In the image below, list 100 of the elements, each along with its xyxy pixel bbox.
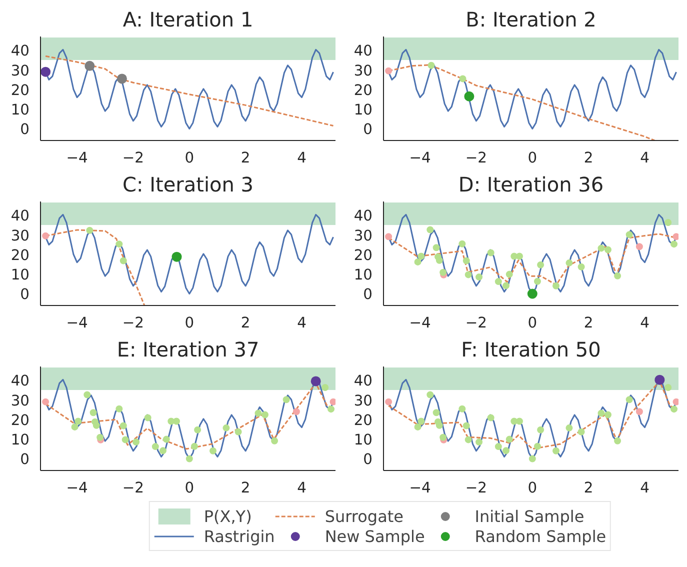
point <box>426 226 434 234</box>
point <box>506 436 513 443</box>
point <box>626 396 633 404</box>
point <box>84 391 91 398</box>
y-tick-label: 0 <box>20 451 30 468</box>
y-tick-label: 10 <box>10 266 30 284</box>
point <box>440 268 447 276</box>
x-tick-label: −4 <box>66 150 88 166</box>
chart-title: E: Iteration 37 <box>116 338 260 362</box>
point <box>116 74 127 84</box>
x-tick-label: −4 <box>409 150 431 166</box>
point <box>654 374 665 385</box>
point <box>537 261 544 268</box>
point <box>194 426 202 434</box>
point <box>120 422 127 430</box>
y-tick-label: 10 <box>354 102 373 119</box>
point <box>92 422 100 429</box>
point <box>172 252 182 262</box>
y-tick-label: 40 <box>10 372 30 390</box>
y-tick-label: 10 <box>354 432 373 449</box>
point <box>271 437 278 444</box>
point <box>516 252 523 260</box>
point <box>210 447 217 454</box>
point <box>152 443 159 450</box>
y-tick-label: 0 <box>20 286 30 304</box>
y-tick-label: 0 <box>363 286 373 304</box>
x-tick-label: 0 <box>528 314 538 332</box>
y-tick-label: 0 <box>20 121 30 138</box>
point <box>527 288 538 299</box>
y-tick-label: 0 <box>363 451 373 468</box>
x-tick-label: 0 <box>528 150 538 166</box>
point <box>322 384 329 391</box>
x-tick-label: −4 <box>409 480 431 496</box>
point <box>42 232 50 240</box>
point <box>292 408 300 416</box>
point <box>385 233 392 240</box>
point <box>186 455 193 462</box>
x-tick-label: 4 <box>640 150 650 166</box>
x-tick-label: 2 <box>584 150 594 166</box>
x-tick-label: 0 <box>184 314 194 332</box>
point <box>476 274 483 281</box>
point <box>116 405 123 412</box>
point <box>90 409 97 416</box>
legend-label: New Sample <box>324 526 425 546</box>
point <box>670 240 678 248</box>
x-tick-label: 2 <box>240 480 250 496</box>
point <box>458 405 466 412</box>
x-tick-label: 2 <box>584 480 594 496</box>
x-tick-label: 0 <box>528 480 538 496</box>
point <box>506 270 513 278</box>
point <box>330 398 336 406</box>
x-tick-label: −2 <box>465 150 488 166</box>
chart-title: B: Iteration 2 <box>466 8 596 32</box>
point <box>222 424 230 432</box>
point <box>464 436 472 444</box>
point <box>144 414 152 422</box>
point <box>71 423 78 430</box>
point <box>254 410 262 417</box>
point <box>132 438 140 446</box>
point <box>96 434 104 441</box>
chart-title: F: Iteration 50 <box>461 338 601 362</box>
point <box>672 398 678 406</box>
point <box>459 75 466 82</box>
point <box>626 231 633 238</box>
y-tick-label: 20 <box>10 412 30 429</box>
point <box>670 406 678 413</box>
point <box>418 418 425 425</box>
y-tick-label: 30 <box>10 392 30 410</box>
point <box>86 226 94 234</box>
point <box>172 418 180 425</box>
x-tick-label: 2 <box>240 150 250 166</box>
point <box>42 398 50 406</box>
point <box>385 67 392 74</box>
point <box>664 384 672 391</box>
x-tick-label: 0 <box>184 150 194 166</box>
x-tick-label: −4 <box>409 314 431 332</box>
point <box>604 246 612 254</box>
point <box>418 252 425 260</box>
point <box>566 259 573 266</box>
point <box>436 256 443 264</box>
point <box>385 398 392 406</box>
y-tick-label: 40 <box>10 42 30 60</box>
point <box>120 257 127 264</box>
x-tick-label: −4 <box>66 480 88 496</box>
y-tick-label: 30 <box>354 227 373 244</box>
point <box>84 60 95 71</box>
point <box>458 240 466 248</box>
point <box>432 409 440 416</box>
point <box>516 418 523 425</box>
point <box>672 233 678 240</box>
point <box>116 240 123 248</box>
point <box>636 243 643 250</box>
y-tick-label: 20 <box>354 246 373 264</box>
point <box>122 436 129 444</box>
point <box>426 391 434 398</box>
y-tick-label: 20 <box>354 82 373 99</box>
point <box>282 396 290 404</box>
point <box>261 411 268 418</box>
point <box>74 418 82 425</box>
point <box>502 282 510 290</box>
